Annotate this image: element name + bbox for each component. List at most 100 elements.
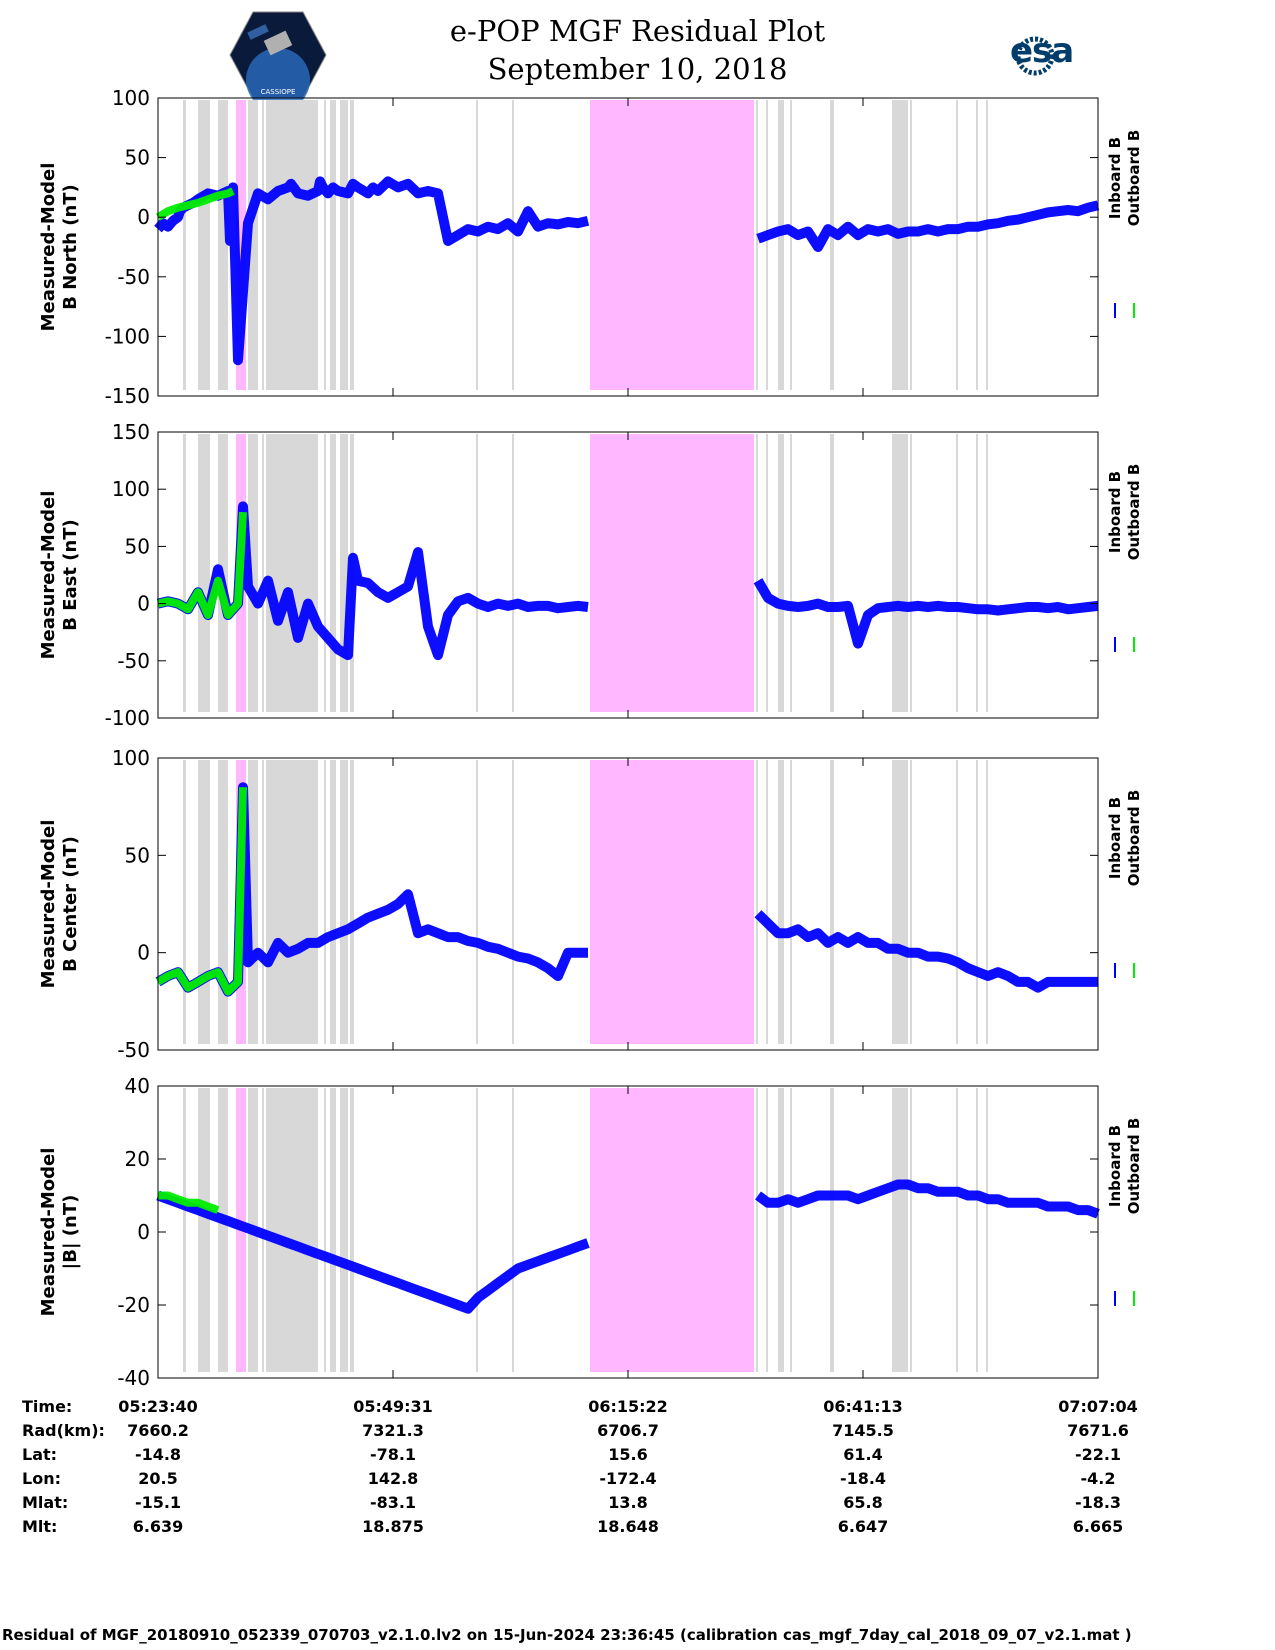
data-gap-band bbox=[590, 434, 754, 712]
ephemeris-row-label: Lon: bbox=[22, 1469, 61, 1488]
quality-flag-band bbox=[330, 1088, 336, 1372]
y-axis-label-line1: Measured-Model bbox=[38, 491, 59, 660]
cassiope-logo-caption: CASSIOPE bbox=[261, 88, 296, 96]
y-tick-label: 50 bbox=[125, 534, 150, 558]
panel-total: 40 20 0 -20 -40 Measured-Model|B| (nT) Inboard… bbox=[38, 1074, 1143, 1390]
y-axis-label: Measured-Model|B| (nT) bbox=[38, 1148, 81, 1317]
ephemeris-value: -83.1 bbox=[370, 1493, 416, 1512]
y-tick-label: -20 bbox=[117, 1293, 150, 1317]
quality-flag-band bbox=[340, 434, 348, 712]
quality-flag-band bbox=[892, 1088, 908, 1372]
series-line-outboard bbox=[158, 1191, 220, 1214]
ephemeris-value: 06:15:22 bbox=[588, 1397, 668, 1416]
quality-flag-band bbox=[892, 100, 908, 390]
ephemeris-value: 15.6 bbox=[608, 1445, 647, 1464]
y-tick-label: -100 bbox=[105, 324, 150, 348]
panel-north: 100 50 0 -50 -100 -150 Measured-ModelB North (… bbox=[38, 86, 1143, 408]
legend-outboard-label: Outboard B bbox=[1125, 790, 1143, 887]
y-tick-label: 100 bbox=[112, 477, 150, 501]
y-axis-label-line1: Measured-Model bbox=[38, 1148, 59, 1317]
quality-flag-band bbox=[476, 100, 478, 390]
quality-flag-band bbox=[198, 760, 210, 1044]
quality-flag-band bbox=[512, 100, 514, 390]
y-tick-label: -100 bbox=[105, 706, 150, 730]
ephemeris-value: -15.1 bbox=[135, 1493, 181, 1512]
quality-flag-band bbox=[324, 1088, 326, 1372]
quality-flag-band bbox=[476, 434, 478, 712]
quality-flag-band bbox=[350, 760, 354, 1044]
legend-inboard-label: Inboard B bbox=[1106, 797, 1124, 879]
ephemeris-row-label: Mlt: bbox=[22, 1517, 57, 1536]
y-tick-label: 50 bbox=[125, 843, 150, 867]
y-tick-label: 0 bbox=[137, 941, 150, 965]
quality-flag-band bbox=[183, 434, 186, 712]
ephemeris-row-label: Time: bbox=[22, 1397, 72, 1416]
legend-outboard-label: Outboard B bbox=[1125, 130, 1143, 227]
quality-flag-band bbox=[198, 1088, 210, 1372]
quality-flag-band bbox=[756, 434, 758, 712]
ephemeris-value: 61.4 bbox=[843, 1445, 882, 1464]
quality-flag-band bbox=[340, 100, 348, 390]
series-line-inboard bbox=[756, 200, 1100, 252]
quality-flag-band bbox=[324, 760, 326, 1044]
legend: Inboard BOutboard B bbox=[1106, 464, 1143, 561]
quality-flag-band bbox=[778, 1088, 784, 1372]
ephemeris-value: -18.3 bbox=[1075, 1493, 1121, 1512]
quality-flag-band bbox=[766, 100, 768, 390]
legend: Inboard BOutboard B bbox=[1106, 1118, 1143, 1215]
ephemeris-value: -14.8 bbox=[135, 1445, 181, 1464]
ephemeris-row-label: Rad(km): bbox=[22, 1421, 105, 1440]
ephemeris-row-label: Mlat: bbox=[22, 1493, 68, 1512]
ephemeris-value: 20.5 bbox=[138, 1469, 177, 1488]
ephemeris-value: 05:23:40 bbox=[118, 1397, 198, 1416]
ephemeris-value: 7671.6 bbox=[1067, 1421, 1129, 1440]
esa-logo-text: esa bbox=[1010, 31, 1074, 71]
quality-flag-band bbox=[198, 100, 210, 390]
quality-flag-band bbox=[248, 100, 258, 390]
y-axis-label: Measured-ModelB Center (nT) bbox=[38, 820, 81, 989]
ephemeris-value: 07:07:04 bbox=[1058, 1397, 1138, 1416]
quality-flag-band bbox=[350, 1088, 354, 1372]
quality-flag-band bbox=[218, 1088, 228, 1372]
quality-flag-band bbox=[766, 434, 768, 712]
series-line-inboard bbox=[755, 1179, 1100, 1219]
legend-inboard-label: Inboard B bbox=[1106, 471, 1124, 553]
quality-flag-band bbox=[976, 760, 978, 1044]
series-line-outboard bbox=[155, 187, 235, 221]
quality-flag-band bbox=[956, 434, 958, 712]
quality-flag-band bbox=[910, 434, 912, 712]
ephemeris-value: 6.665 bbox=[1073, 1517, 1124, 1536]
quality-flag-band bbox=[330, 760, 336, 1044]
data-gap-band bbox=[590, 760, 754, 1044]
quality-flag-band bbox=[986, 1088, 988, 1372]
ephemeris-row-label: Lat: bbox=[22, 1445, 57, 1464]
y-axis-label-line2: |B| (nT) bbox=[60, 1195, 81, 1270]
quality-flag-band bbox=[476, 1088, 478, 1372]
quality-flag-band bbox=[986, 100, 988, 390]
quality-flag-band bbox=[340, 1088, 348, 1372]
quality-flag-band bbox=[778, 434, 784, 712]
series-line-inboard bbox=[754, 910, 1098, 993]
quality-flag-band bbox=[766, 1088, 768, 1372]
ephemeris-value: -18.4 bbox=[840, 1469, 886, 1488]
y-tick-label: -50 bbox=[117, 265, 150, 289]
data-flag-band bbox=[236, 100, 246, 390]
y-tick-label: -40 bbox=[117, 1366, 150, 1390]
ephemeris-value: 06:41:13 bbox=[823, 1397, 903, 1416]
quality-flag-band bbox=[956, 100, 958, 390]
y-tick-label: 0 bbox=[137, 205, 150, 229]
y-tick-label: 20 bbox=[125, 1147, 150, 1171]
quality-flag-band bbox=[756, 760, 758, 1044]
quality-flag-band bbox=[266, 100, 318, 390]
quality-flag-band bbox=[183, 1088, 186, 1372]
quality-flag-band bbox=[476, 760, 478, 1044]
legend: Inboard BOutboard B bbox=[1106, 790, 1143, 887]
quality-flag-band bbox=[790, 760, 792, 1044]
ephemeris-value: 18.648 bbox=[597, 1517, 659, 1536]
quality-flag-band bbox=[266, 760, 318, 1044]
quality-flag-band bbox=[248, 760, 258, 1044]
y-tick-label: 150 bbox=[112, 420, 150, 444]
quality-flag-band bbox=[830, 434, 834, 712]
quality-flag-band bbox=[790, 1088, 792, 1372]
